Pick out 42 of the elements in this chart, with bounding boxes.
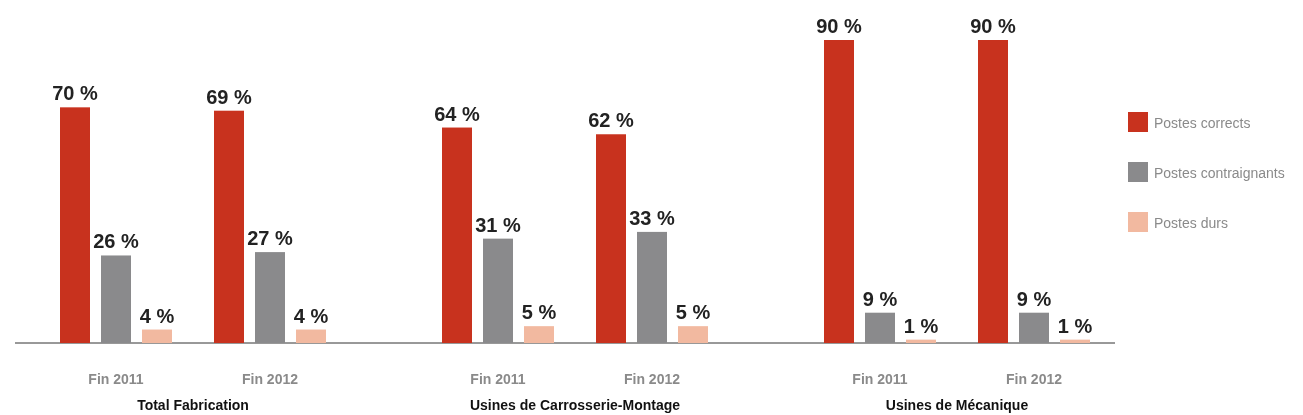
bar <box>442 127 472 343</box>
x-tick-label: Fin 2012 <box>1005 371 1063 387</box>
bar <box>60 107 90 343</box>
x-tick-label: Fin 2011 <box>852 371 908 387</box>
x-tick-label: Fin 2011 <box>88 371 144 387</box>
data-label: 5 % <box>675 301 711 324</box>
bar <box>214 110 244 343</box>
data-label: 64 % <box>434 102 481 125</box>
data-label: 4 % <box>293 304 329 327</box>
bar <box>142 329 172 343</box>
legend-label: Postes contraignants <box>1154 165 1285 181</box>
data-label: 70 % <box>52 82 99 105</box>
data-label: 4 % <box>139 304 175 327</box>
bar <box>678 326 708 343</box>
bar <box>483 238 513 343</box>
bar <box>296 329 326 343</box>
data-label: 90 % <box>816 15 863 37</box>
data-label: 1 % <box>1057 314 1093 337</box>
bar <box>255 252 285 343</box>
data-label: 31 % <box>475 213 522 236</box>
bar <box>596 134 626 343</box>
bar <box>637 231 667 343</box>
x-axis-title: Usines de Mécanique <box>885 397 1029 413</box>
data-label: 9 % <box>1016 287 1052 310</box>
bar <box>101 255 131 343</box>
x-tick-label: Fin 2012 <box>623 371 681 387</box>
data-label: 33 % <box>629 206 676 229</box>
legend-label: Postes corrects <box>1154 115 1251 131</box>
x-axis-title: Total Fabrication <box>137 397 249 413</box>
data-label: 5 % <box>521 301 557 324</box>
data-label: 69 % <box>206 85 253 108</box>
data-label: 62 % <box>588 109 635 132</box>
bar <box>524 326 554 343</box>
x-axis-title: Usines de Carrosserie-Montage <box>469 397 681 413</box>
data-label: 27 % <box>247 227 294 250</box>
data-label: 90 % <box>970 15 1017 37</box>
data-label: 9 % <box>862 287 898 310</box>
x-tick-label: Fin 2011 <box>470 371 526 387</box>
data-label: 26 % <box>93 230 140 253</box>
x-tick-label: Fin 2012 <box>241 371 299 387</box>
data-label: 1 % <box>903 314 939 337</box>
legend-label: Postes durs <box>1154 215 1228 231</box>
